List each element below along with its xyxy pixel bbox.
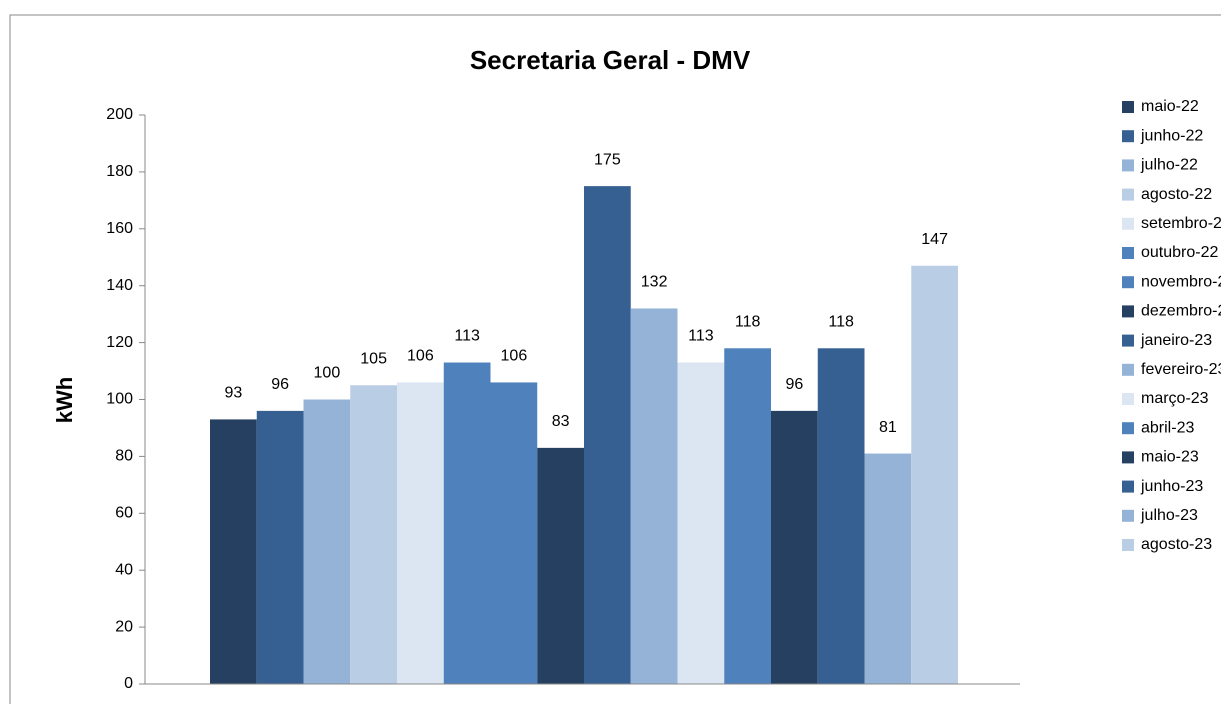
bar xyxy=(490,382,538,684)
legend-label: julho-22 xyxy=(1140,157,1198,174)
legend-swatch xyxy=(1122,451,1134,464)
y-tick-label: 20 xyxy=(115,618,133,635)
legend-label: setembro-22 xyxy=(1141,215,1221,232)
legend-label: agosto-23 xyxy=(1141,536,1212,553)
legend-label: agosto-22 xyxy=(1141,186,1212,203)
data-label: 96 xyxy=(785,376,803,393)
y-tick-label: 200 xyxy=(106,106,133,123)
legend-swatch xyxy=(1122,130,1134,143)
data-label: 105 xyxy=(360,350,387,367)
legend-swatch xyxy=(1122,159,1134,172)
legend-label: maio-22 xyxy=(1141,98,1199,115)
legend-label: janeiro-23 xyxy=(1140,332,1212,349)
data-label: 113 xyxy=(688,328,714,345)
bar xyxy=(771,410,818,684)
data-label: 106 xyxy=(501,348,528,365)
bar xyxy=(210,419,257,684)
data-label: 118 xyxy=(735,314,761,331)
data-label: 175 xyxy=(594,151,621,168)
bar xyxy=(537,447,584,684)
legend-swatch xyxy=(1122,393,1134,405)
y-tick-label: 160 xyxy=(106,220,133,237)
legend-swatch xyxy=(1122,217,1134,230)
bar xyxy=(397,382,444,684)
y-tick-label: 180 xyxy=(106,163,133,180)
legend-label: maio-23 xyxy=(1141,449,1199,466)
y-tick-label: 60 xyxy=(115,505,133,522)
data-label: 93 xyxy=(224,385,242,402)
legend-swatch xyxy=(1122,305,1134,318)
y-tick-label: 0 xyxy=(124,675,133,692)
legend-swatch xyxy=(1122,363,1134,376)
bar xyxy=(584,186,631,684)
legend-label: abril-23 xyxy=(1141,419,1194,436)
bar xyxy=(443,362,491,684)
bar xyxy=(350,385,397,684)
legend-swatch xyxy=(1122,539,1134,551)
legend-swatch xyxy=(1122,247,1134,259)
data-label: 147 xyxy=(921,231,948,248)
legend-label: novembro-22 xyxy=(1141,273,1221,290)
chart-border xyxy=(9,14,1221,704)
legend-label: junho-23 xyxy=(1140,478,1203,495)
data-label: 81 xyxy=(879,419,897,436)
data-label: 106 xyxy=(407,348,434,365)
bar xyxy=(911,265,958,684)
legend-swatch xyxy=(1122,188,1134,201)
legend-label: outubro-22 xyxy=(1141,244,1218,261)
y-tick-label: 80 xyxy=(115,448,133,465)
data-label: 96 xyxy=(271,376,289,393)
legend-swatch xyxy=(1122,509,1134,522)
data-label: 118 xyxy=(828,314,854,331)
legend-swatch xyxy=(1122,276,1134,289)
legend-label: dezembro-22 xyxy=(1141,303,1221,320)
bar xyxy=(303,399,351,684)
legend-label: junho-22 xyxy=(1140,127,1203,144)
y-tick-label: 40 xyxy=(115,561,133,578)
y-tick-label: 140 xyxy=(106,277,133,294)
legend-label: março-23 xyxy=(1141,390,1209,407)
y-axis-label: kWh xyxy=(52,377,77,423)
data-label: 132 xyxy=(641,274,668,291)
legend-swatch xyxy=(1122,101,1134,113)
bar xyxy=(256,410,304,684)
bar xyxy=(630,308,678,684)
chart-title: Secretaria Geral - DMV xyxy=(470,45,751,75)
bar xyxy=(817,348,865,684)
bar xyxy=(724,348,771,684)
data-label: 83 xyxy=(552,413,570,430)
y-tick-label: 100 xyxy=(106,391,133,408)
y-tick-label: 120 xyxy=(106,334,133,351)
data-label: 113 xyxy=(454,328,480,345)
legend-swatch xyxy=(1122,480,1134,493)
legend-label: fevereiro-23 xyxy=(1141,361,1221,378)
legend-swatch xyxy=(1122,422,1134,435)
legend-label: julho-23 xyxy=(1140,507,1198,524)
legend-swatch xyxy=(1122,334,1134,347)
data-label: 100 xyxy=(314,365,341,382)
bar xyxy=(677,362,725,684)
bar xyxy=(864,453,912,684)
